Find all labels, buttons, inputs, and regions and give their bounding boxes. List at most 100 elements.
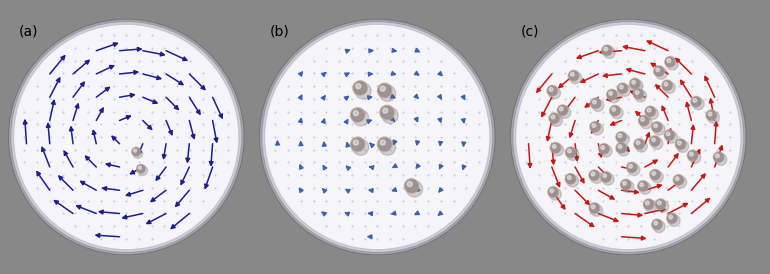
- Circle shape: [380, 105, 394, 120]
- Circle shape: [645, 106, 656, 117]
- Circle shape: [9, 20, 243, 254]
- Circle shape: [380, 86, 385, 91]
- Circle shape: [707, 111, 716, 120]
- Circle shape: [636, 141, 640, 145]
- Circle shape: [604, 47, 615, 58]
- Circle shape: [598, 144, 609, 154]
- Circle shape: [657, 201, 668, 212]
- Circle shape: [549, 88, 553, 91]
- Circle shape: [603, 46, 611, 55]
- Circle shape: [628, 163, 637, 172]
- Circle shape: [353, 139, 369, 155]
- Circle shape: [618, 144, 629, 156]
- Circle shape: [649, 136, 660, 147]
- Circle shape: [638, 115, 649, 126]
- Circle shape: [651, 122, 662, 132]
- Circle shape: [607, 89, 618, 100]
- Circle shape: [609, 92, 612, 95]
- Circle shape: [15, 25, 238, 249]
- Circle shape: [382, 107, 398, 124]
- Circle shape: [675, 176, 687, 188]
- Circle shape: [688, 150, 698, 161]
- Circle shape: [623, 181, 627, 185]
- Circle shape: [602, 45, 613, 56]
- Circle shape: [631, 80, 635, 84]
- Circle shape: [715, 153, 727, 165]
- Circle shape: [618, 133, 629, 145]
- Circle shape: [603, 174, 607, 178]
- Text: (b): (b): [270, 24, 290, 38]
- Circle shape: [708, 112, 719, 123]
- Circle shape: [589, 203, 600, 213]
- Circle shape: [651, 138, 663, 149]
- Circle shape: [667, 213, 678, 224]
- Circle shape: [87, 98, 166, 176]
- Circle shape: [137, 165, 145, 173]
- Circle shape: [706, 110, 717, 121]
- Circle shape: [646, 107, 654, 116]
- Circle shape: [548, 187, 557, 196]
- Circle shape: [355, 83, 371, 99]
- Circle shape: [132, 147, 140, 156]
- Circle shape: [618, 134, 622, 138]
- Circle shape: [611, 106, 620, 115]
- Circle shape: [616, 142, 627, 153]
- Circle shape: [610, 105, 621, 116]
- Circle shape: [678, 141, 681, 145]
- Circle shape: [618, 145, 622, 149]
- Circle shape: [715, 154, 719, 158]
- Circle shape: [674, 175, 683, 185]
- Circle shape: [354, 82, 367, 94]
- Circle shape: [558, 106, 567, 115]
- Circle shape: [8, 19, 244, 255]
- Circle shape: [691, 96, 701, 107]
- Circle shape: [351, 138, 364, 151]
- Circle shape: [591, 99, 601, 108]
- Circle shape: [350, 137, 365, 152]
- Circle shape: [511, 20, 745, 254]
- Circle shape: [664, 130, 675, 141]
- Circle shape: [618, 83, 628, 94]
- Circle shape: [666, 132, 670, 136]
- Circle shape: [689, 152, 701, 164]
- Circle shape: [568, 70, 579, 81]
- Circle shape: [132, 148, 140, 155]
- Circle shape: [651, 137, 659, 146]
- Circle shape: [635, 140, 648, 152]
- Circle shape: [600, 144, 608, 153]
- Circle shape: [692, 98, 705, 110]
- Circle shape: [381, 106, 393, 119]
- Circle shape: [713, 152, 724, 162]
- Circle shape: [601, 172, 611, 182]
- Text: (a): (a): [18, 24, 38, 38]
- Circle shape: [561, 70, 695, 204]
- Circle shape: [567, 176, 571, 179]
- Circle shape: [627, 162, 638, 173]
- Circle shape: [356, 84, 361, 89]
- Circle shape: [590, 171, 599, 180]
- Circle shape: [604, 47, 608, 51]
- Circle shape: [662, 80, 673, 91]
- Circle shape: [628, 164, 640, 176]
- Circle shape: [618, 84, 628, 93]
- Circle shape: [591, 204, 602, 216]
- Circle shape: [136, 164, 146, 173]
- Circle shape: [656, 200, 665, 209]
- Circle shape: [602, 173, 614, 185]
- Circle shape: [601, 172, 611, 182]
- Circle shape: [550, 114, 559, 123]
- Circle shape: [59, 70, 193, 204]
- Circle shape: [612, 107, 615, 111]
- Circle shape: [377, 83, 392, 98]
- Circle shape: [511, 19, 746, 255]
- Circle shape: [549, 87, 561, 99]
- Circle shape: [590, 204, 599, 213]
- Circle shape: [407, 182, 412, 187]
- Circle shape: [621, 180, 631, 189]
- Circle shape: [591, 172, 594, 176]
- Circle shape: [552, 145, 556, 148]
- Circle shape: [631, 80, 643, 92]
- Circle shape: [666, 131, 678, 143]
- Circle shape: [616, 132, 627, 142]
- Circle shape: [638, 181, 648, 191]
